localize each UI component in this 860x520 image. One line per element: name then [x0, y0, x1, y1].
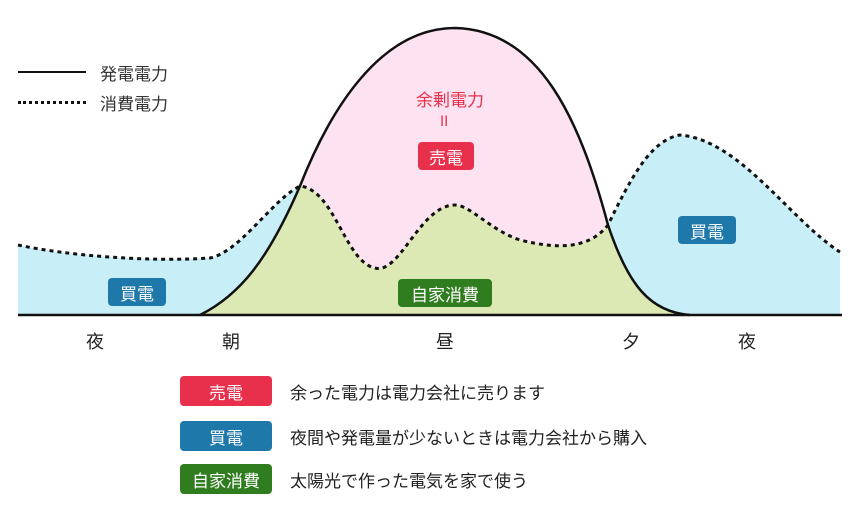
buy-badge-right: 買電	[678, 216, 736, 244]
legend-generation-label: 発電電力	[100, 64, 168, 85]
explanation-sell-badge: 売電	[180, 376, 272, 406]
buy-badge-left: 買電	[108, 278, 166, 306]
consumption-curve	[17, 133, 841, 270]
sell-badge: 売電	[418, 142, 474, 170]
time-label-evening: 夕	[622, 332, 640, 353]
explanation-buy-text: 夜間や発電量が少ないときは電力会社から購入	[290, 428, 647, 449]
explanation-self-badge: 自家消費	[180, 464, 272, 494]
time-label-noon: 昼	[436, 332, 454, 353]
time-label-night-2: 夜	[738, 332, 756, 353]
time-label-morning: 朝	[222, 332, 240, 353]
surplus-power-label: 余剰電力	[416, 91, 484, 111]
solid-line-sample	[18, 71, 86, 73]
explanation-sell-text: 余った電力は電力会社に売ります	[290, 383, 545, 404]
legend-consumption-label: 消費電力	[100, 94, 168, 115]
dotted-line-sample	[18, 100, 86, 104]
explanation-self-text: 太陽光で作った電気を家で使う	[290, 471, 528, 492]
buy-area-left	[18, 186, 300, 315]
time-label-night: 夜	[86, 332, 104, 353]
explanation-row-sell: 売電 余った電力は電力会社に売ります	[180, 376, 545, 406]
generation-curve	[199, 26, 691, 317]
explanation-buy-badge: 買電	[180, 421, 272, 451]
self-consumption-badge: 自家消費	[398, 279, 492, 307]
explanation-row-self: 自家消費 太陽光で作った電気を家で使う	[180, 464, 528, 494]
legend-consumption: 消費電力	[18, 90, 168, 115]
equals-mark: II	[440, 114, 449, 130]
legend-generation: 発電電力	[18, 60, 168, 85]
explanation-row-buy: 買電 夜間や発電量が少ないときは電力会社から購入	[180, 421, 647, 451]
